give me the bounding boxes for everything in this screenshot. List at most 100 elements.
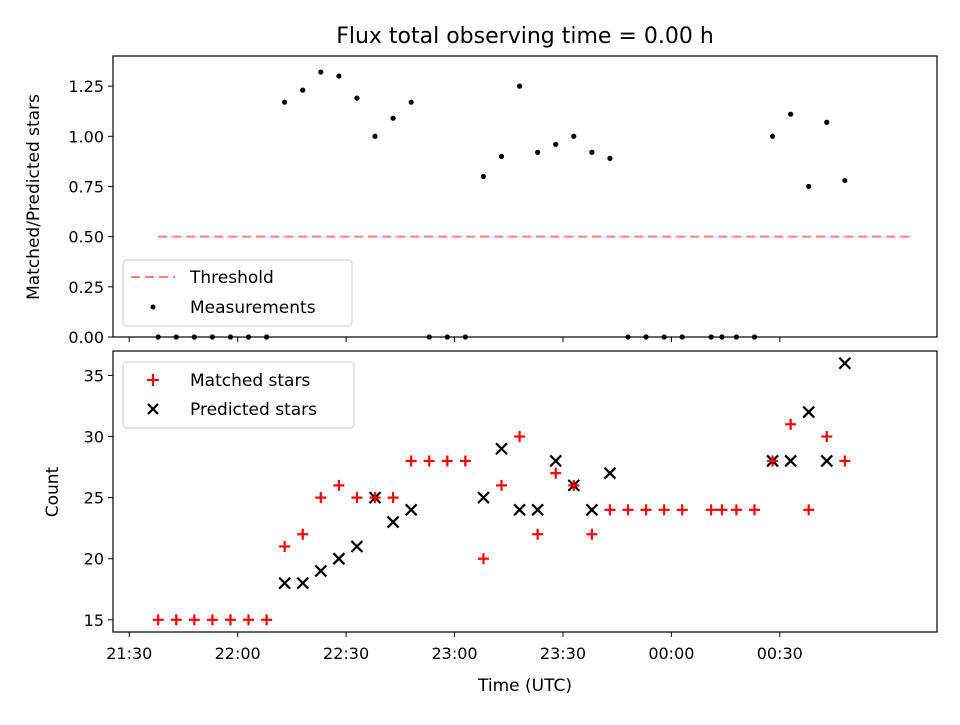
measurement-point bbox=[209, 334, 215, 340]
matched-point bbox=[821, 431, 833, 443]
bottom-y-tick-label: 20 bbox=[84, 550, 104, 569]
top-plot-frame bbox=[112, 55, 938, 338]
matched-point bbox=[333, 479, 345, 491]
measurement-point bbox=[679, 334, 685, 340]
predicted-point bbox=[477, 491, 490, 504]
predicted-point bbox=[820, 454, 834, 468]
matched-point bbox=[532, 528, 544, 540]
measurement-point bbox=[227, 334, 234, 340]
bottom-y-tick-label: 15 bbox=[84, 611, 104, 630]
matched-point bbox=[839, 455, 851, 467]
matched-point bbox=[658, 504, 670, 516]
measurement-point bbox=[788, 111, 794, 117]
matched-point bbox=[170, 614, 182, 626]
matched-point bbox=[152, 614, 164, 626]
measurement-point bbox=[625, 334, 631, 340]
predicted-point bbox=[278, 576, 291, 590]
matched-point bbox=[803, 504, 815, 516]
top-y-axis-label: Matched/Predicted stars bbox=[24, 94, 44, 300]
predicted-point bbox=[350, 540, 364, 553]
matched-point bbox=[477, 553, 489, 565]
matched-point bbox=[369, 492, 381, 504]
x-tick-label: 22:00 bbox=[215, 644, 261, 663]
bottom-y-tick-label: 25 bbox=[84, 489, 104, 508]
measurement-point bbox=[300, 87, 306, 93]
predicted-point bbox=[314, 564, 328, 578]
measurement-point bbox=[589, 149, 595, 155]
matched-point bbox=[705, 504, 717, 516]
top-legend-box bbox=[122, 259, 353, 327]
measurement-point bbox=[426, 334, 432, 340]
bottom-y-tick-label: 30 bbox=[84, 428, 104, 447]
measurement-point bbox=[498, 153, 505, 159]
legend-matched-swatch bbox=[147, 374, 159, 386]
measurement-point bbox=[408, 99, 414, 105]
predicted-point bbox=[332, 552, 346, 565]
measurement-point bbox=[643, 334, 649, 340]
matched-point bbox=[441, 455, 453, 467]
measurement-point bbox=[535, 149, 541, 155]
legend-predicted-label: Predicted stars bbox=[190, 400, 317, 420]
measurement-point bbox=[842, 177, 848, 184]
predicted-point bbox=[585, 503, 599, 517]
matched-point bbox=[640, 504, 652, 516]
matched-point bbox=[496, 479, 508, 491]
top-panel: 0.00 0.25 0.50 0.75 1.00 1.25 bbox=[68, 55, 938, 347]
measurement-point bbox=[719, 334, 725, 340]
matched-point bbox=[767, 455, 779, 467]
measurement-point bbox=[173, 334, 179, 340]
matched-point bbox=[351, 492, 363, 504]
matched-point bbox=[405, 455, 417, 467]
matched-point bbox=[206, 614, 218, 626]
matched-point bbox=[387, 492, 399, 504]
predicted-point bbox=[386, 515, 400, 529]
measurement-point bbox=[769, 133, 776, 139]
measurement-point bbox=[806, 183, 812, 190]
measurement-point bbox=[282, 99, 288, 105]
matched-point bbox=[315, 492, 327, 504]
matched-point bbox=[586, 528, 598, 540]
matched-point bbox=[785, 418, 797, 430]
measurement-point bbox=[480, 173, 487, 180]
predicted-point bbox=[531, 503, 544, 517]
matched-point bbox=[297, 528, 309, 540]
matched-point bbox=[730, 504, 742, 516]
legend-measurements-swatch bbox=[150, 304, 156, 310]
bottom-legend: Matched stars Predicted stars bbox=[122, 361, 355, 429]
measurement-point bbox=[372, 133, 378, 139]
matched-point bbox=[550, 467, 562, 479]
legend-measurements-label: Measurements bbox=[190, 298, 316, 318]
matched-point bbox=[568, 479, 580, 491]
bottom-legend-box bbox=[122, 361, 355, 429]
matched-point bbox=[423, 455, 435, 467]
matched-point bbox=[243, 614, 255, 626]
predicted-point bbox=[838, 356, 852, 370]
measurement-point bbox=[708, 334, 714, 340]
measurement-point bbox=[191, 334, 197, 340]
predicted-point bbox=[296, 576, 310, 590]
x-tick-label: 21:30 bbox=[106, 644, 152, 663]
bottom-y-axis-label: Count bbox=[43, 466, 63, 517]
top-y-tick-label: 1.00 bbox=[68, 127, 104, 146]
bottom-panel: 21:30 22:00 22:30 23:00 23:30 00:00 00:30 15 20 2… bbox=[84, 350, 938, 663]
x-tick-label: 23:00 bbox=[431, 644, 477, 663]
predicted-point bbox=[549, 454, 562, 468]
measurement-point bbox=[336, 73, 342, 79]
measurement-point bbox=[462, 334, 468, 340]
x-tick-label: 22:30 bbox=[323, 644, 369, 663]
measurement-point bbox=[318, 69, 324, 75]
measurement-point bbox=[354, 95, 360, 101]
bottom-y-tick-label: 35 bbox=[84, 366, 104, 385]
legend-matched-label: Matched stars bbox=[190, 371, 310, 391]
matched-point bbox=[224, 614, 236, 626]
top-y-tick-label: 0.00 bbox=[68, 328, 104, 347]
matched-point bbox=[514, 431, 526, 443]
predicted-point bbox=[603, 466, 617, 480]
predicted-point bbox=[404, 503, 418, 517]
matched-point bbox=[676, 504, 688, 516]
measurement-point bbox=[516, 83, 523, 89]
matched-point bbox=[622, 504, 634, 516]
measurement-point bbox=[824, 119, 830, 125]
measurement-point bbox=[733, 334, 740, 340]
